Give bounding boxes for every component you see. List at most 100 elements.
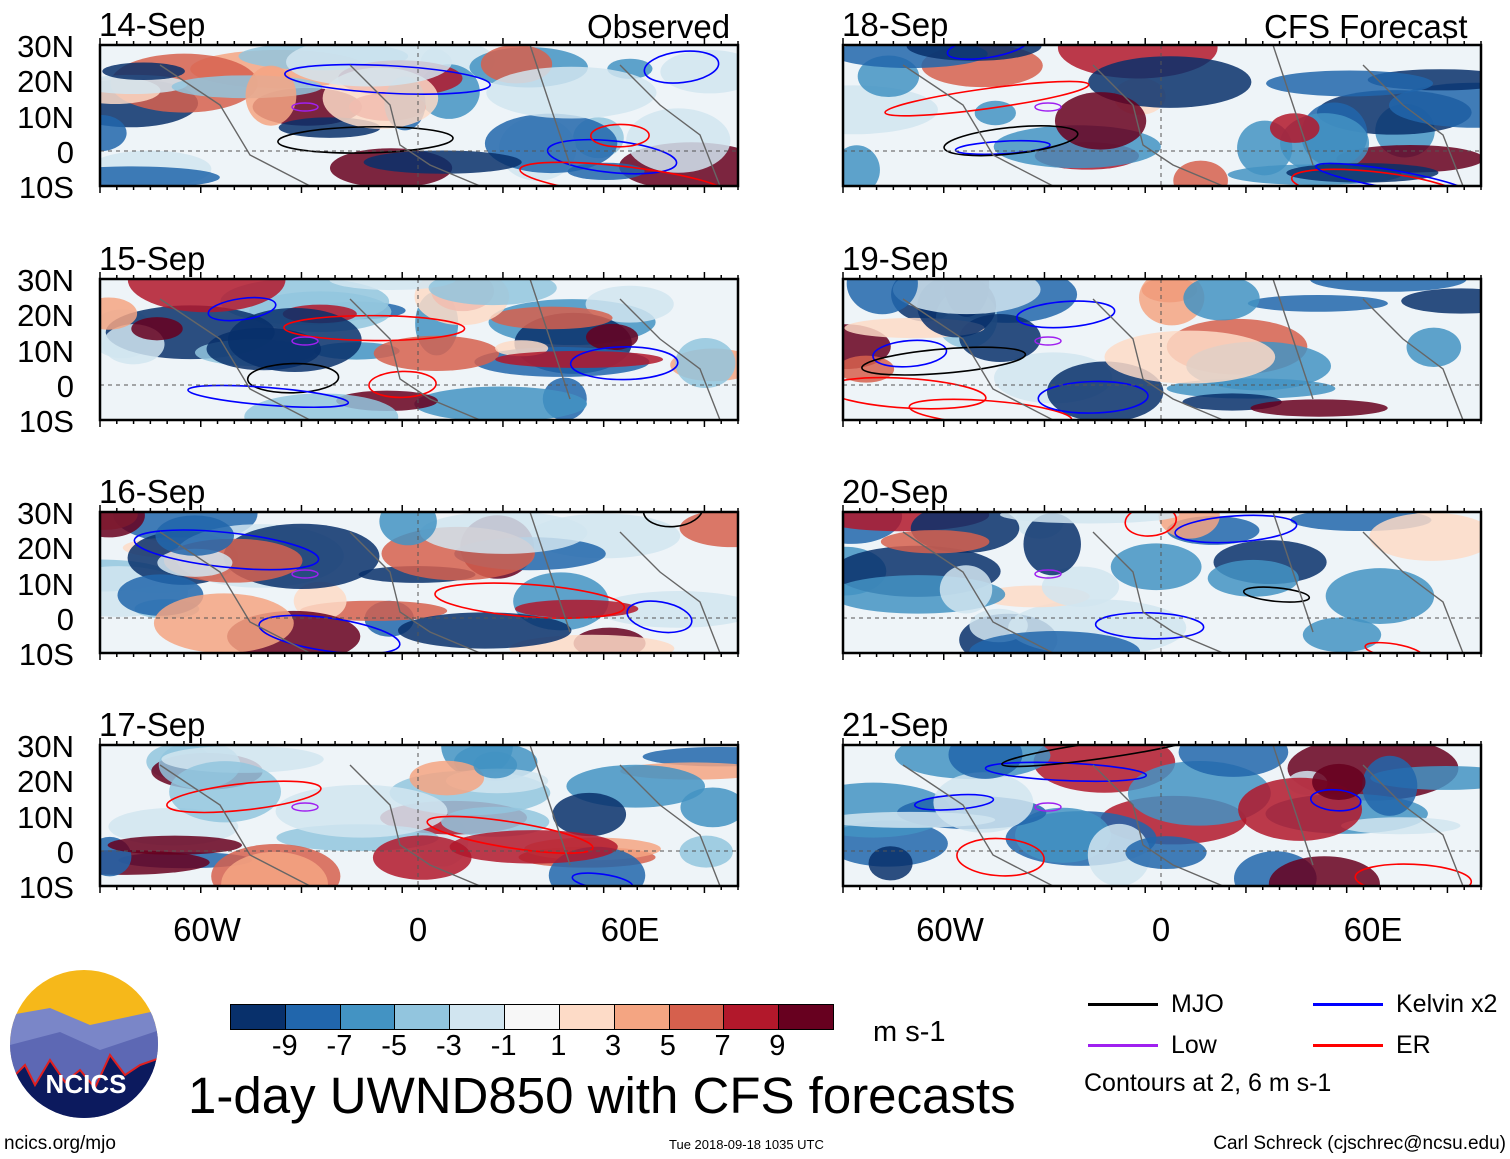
colorbar-label: -5 bbox=[381, 1030, 408, 1062]
y-tick-label: 10N bbox=[17, 99, 74, 135]
anomaly-shade bbox=[939, 565, 993, 614]
map-panel bbox=[98, 38, 740, 193]
anomaly-shade bbox=[372, 835, 472, 880]
anomaly-shade bbox=[275, 784, 448, 838]
anomaly-shade bbox=[1268, 856, 1380, 886]
wave-contour bbox=[590, 123, 650, 148]
anomaly-shade bbox=[1250, 399, 1388, 417]
footer-author: Carl Schreck (cjschrec@ncsu.edu) bbox=[1213, 1133, 1506, 1154]
wave-contour bbox=[519, 161, 728, 186]
wave-contour bbox=[1015, 300, 1116, 329]
anomaly-shade bbox=[329, 279, 456, 291]
anomaly-shade bbox=[495, 350, 664, 368]
anomaly-shade bbox=[843, 355, 895, 383]
anomaly-shade bbox=[373, 335, 500, 371]
footer-url[interactable]: ncics.org/mjo bbox=[4, 1133, 116, 1154]
colorbar-label: -3 bbox=[436, 1030, 462, 1062]
anomaly-shade bbox=[1406, 327, 1462, 367]
wave-contour bbox=[426, 815, 594, 854]
x-tick-label: 0 bbox=[1151, 911, 1171, 948]
anomaly-shade bbox=[409, 760, 485, 796]
anomaly-shade bbox=[1183, 279, 1260, 321]
observed-label: Observed bbox=[587, 8, 731, 45]
wave-contour bbox=[571, 872, 634, 886]
wave-contour bbox=[546, 138, 678, 175]
y-tick-label: 10N bbox=[17, 799, 74, 835]
wave-contour bbox=[258, 614, 401, 653]
wave-contour bbox=[861, 346, 1027, 376]
map-panel bbox=[841, 738, 1483, 893]
anomaly-shade bbox=[486, 66, 657, 119]
colorbar-unit: m s-1 bbox=[873, 1016, 946, 1048]
wave-contour bbox=[1364, 641, 1423, 653]
wave-contour bbox=[1309, 788, 1362, 812]
y-tick-label: 20N bbox=[17, 764, 74, 800]
map-panel bbox=[841, 505, 1483, 660]
panel-title: 15-Sep bbox=[99, 240, 206, 277]
anomaly-shade bbox=[1369, 512, 1481, 561]
wave-contour bbox=[643, 50, 720, 84]
map-panel bbox=[98, 272, 740, 427]
anomaly-shade bbox=[1207, 559, 1299, 597]
y-tick-label: 30N bbox=[17, 29, 74, 64]
y-tick-label: 10S bbox=[18, 637, 74, 672]
anomaly-shade bbox=[642, 746, 738, 767]
anomaly-shade bbox=[843, 85, 938, 135]
anomaly-shade bbox=[846, 279, 918, 315]
legend-line bbox=[1313, 1044, 1383, 1047]
anomaly-shade bbox=[169, 761, 281, 823]
wave-contour bbox=[133, 529, 320, 571]
wave-contour bbox=[626, 600, 693, 634]
y-tick-label: 0 bbox=[56, 368, 74, 404]
anomaly-shade bbox=[100, 114, 127, 152]
map-panel bbox=[98, 505, 740, 660]
y-tick-label: 0 bbox=[56, 601, 74, 637]
y-tick-label: 30N bbox=[17, 729, 74, 764]
wave-contour bbox=[457, 662, 524, 687]
wave-contour bbox=[444, 894, 511, 931]
anomaly-shade bbox=[1266, 70, 1434, 97]
anomaly-shade bbox=[397, 612, 572, 649]
panel-title: 18-Sep bbox=[842, 6, 949, 43]
anomaly-shade bbox=[1023, 513, 1081, 576]
anomaly-shade bbox=[892, 279, 1041, 315]
anomaly-shade bbox=[974, 100, 1016, 126]
wave-contour bbox=[1315, 162, 1469, 186]
anomaly-shade bbox=[1173, 160, 1228, 186]
anomaly-shade bbox=[1104, 330, 1276, 384]
anomaly-shade bbox=[843, 145, 880, 186]
anomaly-shade bbox=[597, 591, 738, 628]
anomaly-shade bbox=[100, 74, 188, 95]
anomaly-shade bbox=[679, 512, 738, 548]
anomaly-shade bbox=[1158, 512, 1220, 539]
coastline bbox=[902, 745, 1464, 886]
legend-line bbox=[1088, 1003, 1158, 1006]
wave-contour bbox=[1124, 512, 1178, 537]
anomaly-shade bbox=[100, 166, 220, 186]
colorbar-label: 3 bbox=[605, 1030, 622, 1062]
y-tick-label: 10S bbox=[18, 404, 74, 439]
low-contour bbox=[291, 802, 319, 812]
wave-contour bbox=[956, 837, 1045, 877]
anomaly-shade bbox=[244, 393, 399, 420]
coastline bbox=[902, 279, 1464, 420]
wave-contour bbox=[1094, 611, 1205, 640]
colorbar-swatch bbox=[724, 1005, 780, 1029]
wave-contour bbox=[283, 314, 466, 342]
anomaly-shade bbox=[1312, 763, 1366, 801]
colorbar-swatch bbox=[559, 1005, 615, 1029]
anomaly-shade bbox=[131, 317, 183, 341]
low-contour bbox=[291, 102, 319, 112]
anomaly-shade bbox=[363, 150, 522, 174]
anomaly-shade bbox=[484, 113, 618, 174]
anomaly-shade bbox=[414, 386, 587, 420]
panel-title: 19-Sep bbox=[842, 240, 949, 277]
coastline bbox=[159, 745, 721, 886]
anomaly-shade bbox=[1309, 279, 1467, 292]
anomaly-shade bbox=[1286, 163, 1439, 183]
wave-contour bbox=[246, 362, 340, 394]
y-tick-label: 10N bbox=[17, 566, 74, 602]
anomaly-shade bbox=[1401, 288, 1481, 314]
panel-title: 16-Sep bbox=[99, 473, 206, 510]
legend-label: ER bbox=[1396, 1031, 1431, 1059]
